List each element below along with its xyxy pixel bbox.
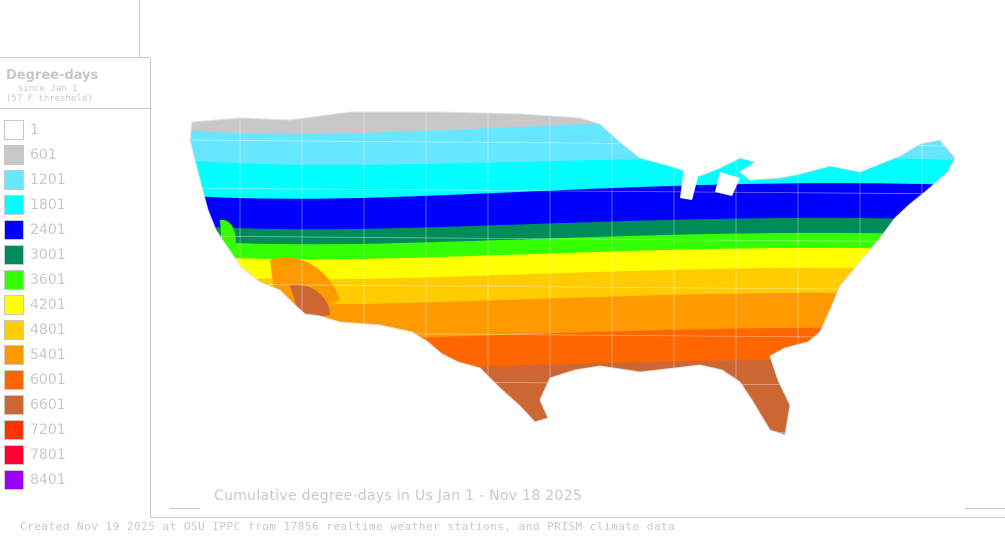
legend-item: 5401 <box>4 345 144 367</box>
legend-swatch <box>4 470 24 490</box>
legend-label: 601 <box>30 147 57 163</box>
state-border <box>190 427 955 435</box>
legend-label: 1801 <box>30 197 66 213</box>
legend-swatch <box>4 120 24 140</box>
legend-title: Degree-days <box>6 68 99 83</box>
legend-label: 7801 <box>30 447 66 463</box>
legend-item: 7201 <box>4 420 144 442</box>
legend-subtitle-since: since Jan 1 <box>18 84 78 94</box>
caption-underline-left <box>170 508 200 509</box>
legend-swatch <box>4 420 24 440</box>
legend-top-border <box>0 57 150 58</box>
legend-item: 8401 <box>4 470 144 492</box>
legend-swatch <box>4 170 24 190</box>
caption-underline-right <box>965 508 1005 509</box>
legend-label: 4801 <box>30 322 66 338</box>
degree-day-zone <box>190 359 955 435</box>
data-credit: Created Nov 19 2025 at OSU IPPC from 178… <box>20 520 676 533</box>
legend-item: 1801 <box>4 195 144 217</box>
legend-swatch <box>4 195 24 215</box>
great-lakes <box>680 160 740 200</box>
legend-swatch <box>4 320 24 340</box>
legend-item: 3601 <box>4 270 144 292</box>
state-border <box>190 379 955 387</box>
legend-right-border <box>150 58 151 518</box>
legend-label: 3601 <box>30 272 66 288</box>
legend-swatch <box>4 445 24 465</box>
legend-swatch <box>4 370 24 390</box>
legend-item: 6601 <box>4 395 144 417</box>
state-border <box>190 283 955 291</box>
legend-item: 7801 <box>4 445 144 467</box>
legend-swatch <box>4 345 24 365</box>
legend-label: 6001 <box>30 372 66 388</box>
legend-label: 3001 <box>30 247 66 263</box>
legend-title-divider <box>0 108 150 109</box>
legend-label: 4201 <box>30 297 66 313</box>
degree-day-zone <box>190 327 955 435</box>
degree-day-zones <box>190 112 955 435</box>
legend-item: 1201 <box>4 170 144 192</box>
frame-top-divider <box>139 0 140 58</box>
legend-item: 4801 <box>4 320 144 342</box>
legend-label: 1201 <box>30 172 66 188</box>
legend-label: 5401 <box>30 347 66 363</box>
legend-item: 4201 <box>4 295 144 317</box>
map-caption: Cumulative degree-days in Us Jan 1 - Nov… <box>214 488 583 504</box>
legend-swatch <box>4 295 24 315</box>
legend-item: 601 <box>4 145 144 167</box>
legend-label: 8401 <box>30 472 66 488</box>
legend-label: 6601 <box>30 397 66 413</box>
legend-swatch <box>4 395 24 415</box>
legend-label: 2401 <box>30 222 66 238</box>
legend-swatch <box>4 145 24 165</box>
legend-label: 1 <box>30 122 39 138</box>
legend-swatch <box>4 270 24 290</box>
legend-swatch <box>4 220 24 240</box>
us-outline <box>189 111 956 436</box>
us-degree-day-map <box>189 111 956 436</box>
bottom-border-left <box>150 517 1005 518</box>
state-border <box>190 187 955 195</box>
legend: Degree-days since Jan 1 (57 F threshold)… <box>0 58 150 518</box>
legend-item: 3001 <box>4 245 144 267</box>
state-border <box>190 235 955 243</box>
legend-item: 1 <box>4 120 144 142</box>
legend-item: 6001 <box>4 370 144 392</box>
legend-subtitle-threshold: (57 F threshold) <box>6 94 93 104</box>
legend-swatch <box>4 245 24 265</box>
legend-item: 2401 <box>4 220 144 242</box>
legend-label: 7201 <box>30 422 66 438</box>
